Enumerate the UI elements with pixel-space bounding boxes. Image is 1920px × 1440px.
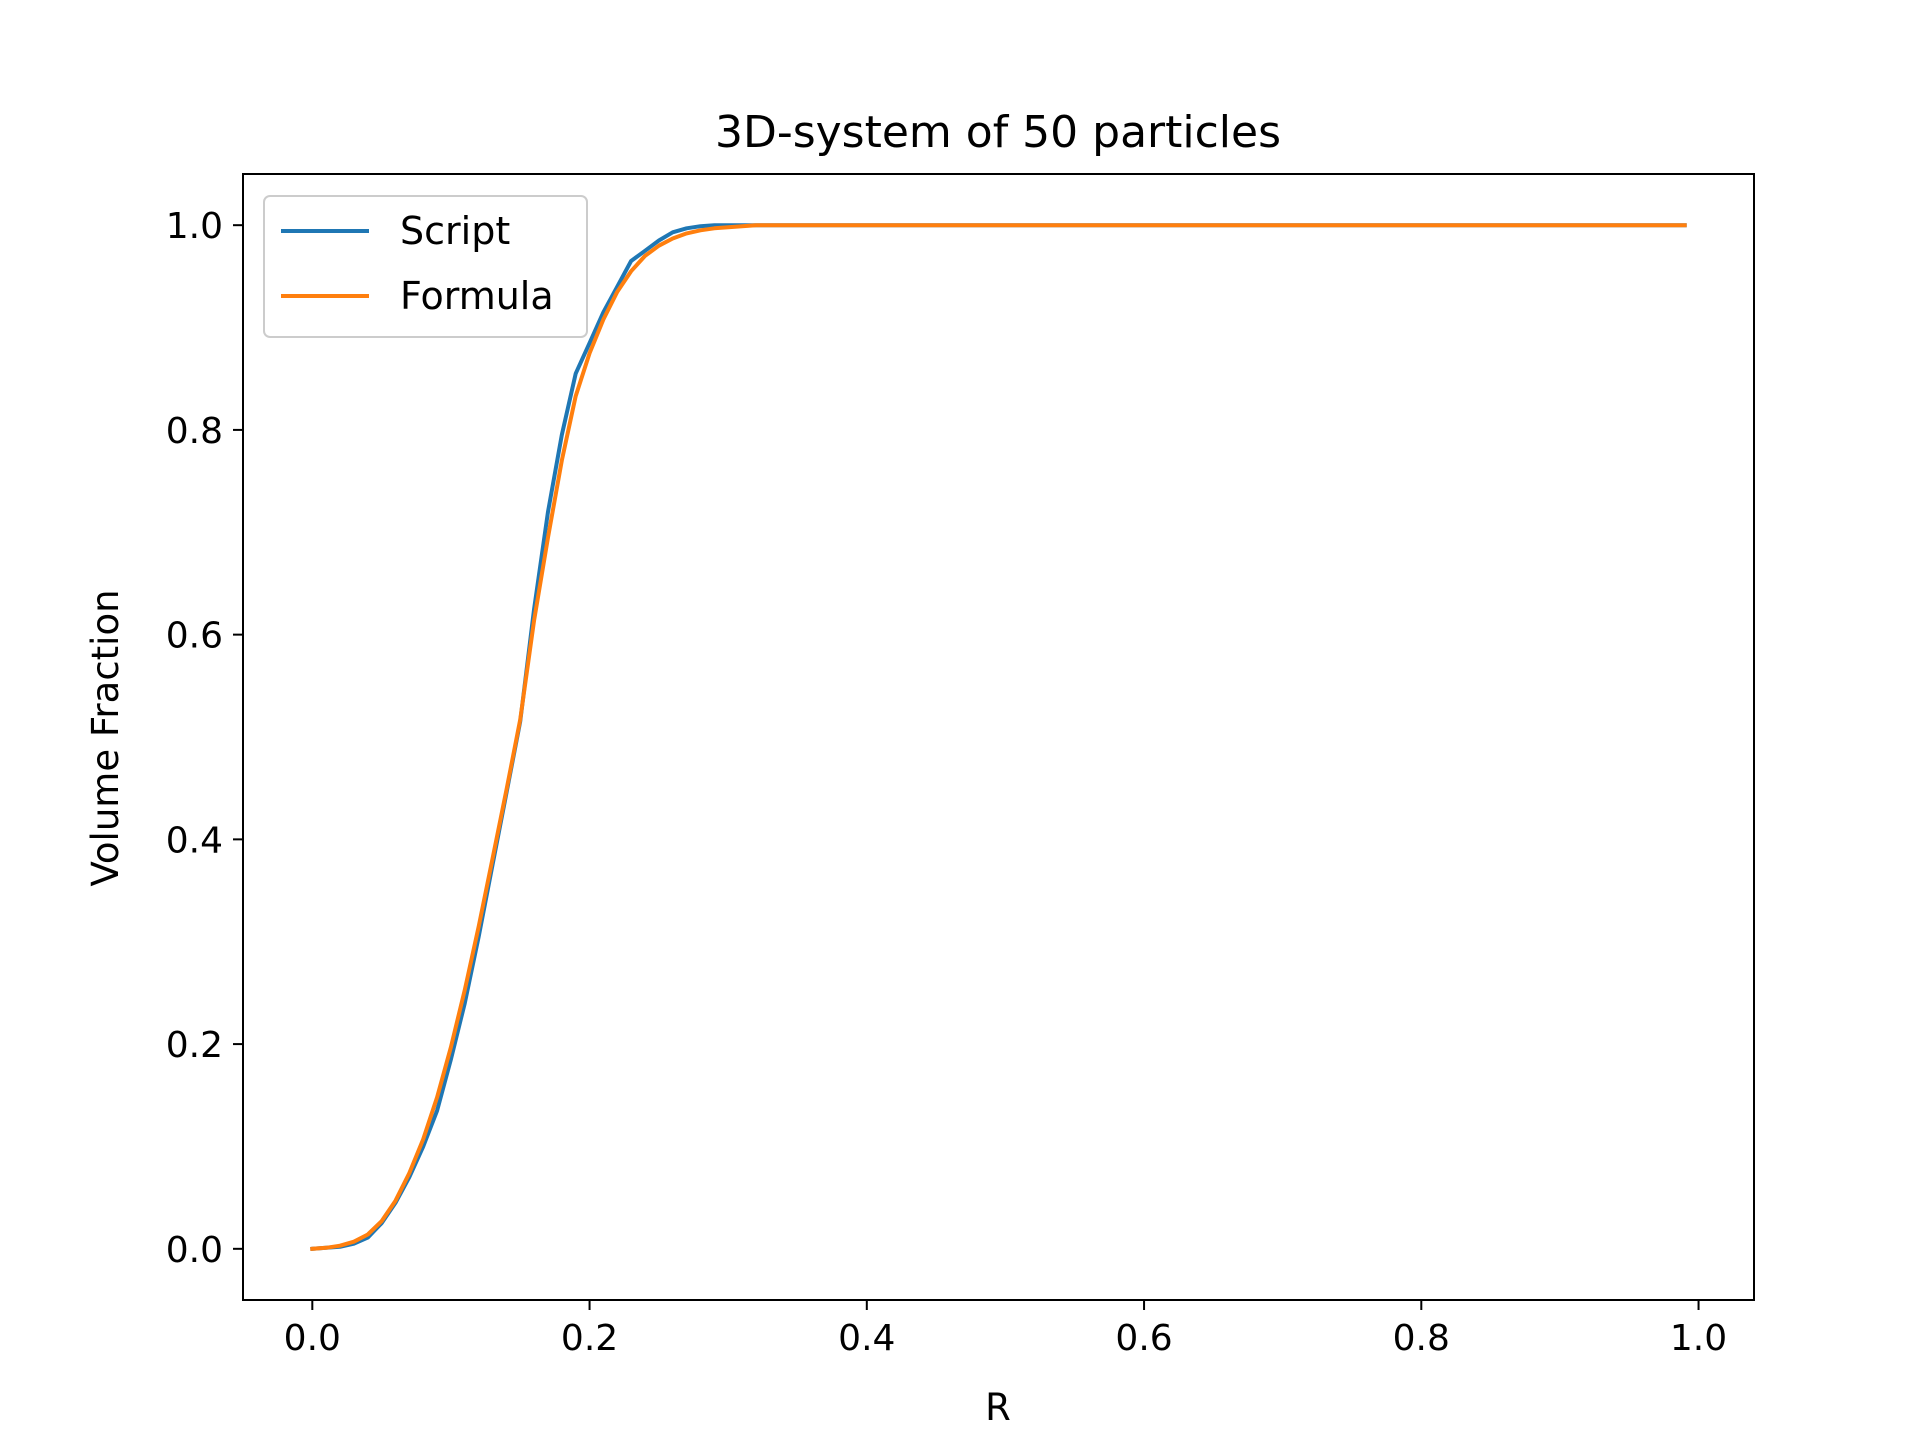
y-axis: 0.0 0.2 0.4 0.6 0.8 1.0: [166, 206, 243, 1271]
chart-title: 3D-system of 50 particles: [715, 107, 1281, 158]
legend: Script Formula: [263, 195, 588, 338]
y-tick-label: 0.6: [166, 616, 223, 657]
y-tick-label: 0.8: [166, 411, 223, 452]
x-tick-label: 0.8: [1393, 1318, 1450, 1359]
y-axis-label: Volume Fraction: [84, 589, 127, 886]
x-tick-label: 0.2: [561, 1318, 618, 1359]
x-tick-label: 0.4: [838, 1318, 895, 1359]
plot-frame: [242, 173, 1755, 1301]
x-tick-label: 1.0: [1670, 1318, 1727, 1359]
y-tick-label: 1.0: [166, 206, 223, 247]
x-axis: 0.0 0.2 0.4 0.6 0.8 1.0: [284, 1300, 1727, 1359]
series-line-formula: [310, 223, 1687, 1251]
plot-area: [310, 223, 1687, 1251]
x-axis-label: R: [985, 1386, 1011, 1429]
y-tick-label: 0.0: [166, 1230, 223, 1271]
legend-label-formula: Formula: [400, 274, 554, 318]
x-tick-label: 0.6: [1115, 1318, 1172, 1359]
y-tick-label: 0.4: [166, 820, 223, 861]
y-tick-label: 0.2: [166, 1025, 223, 1066]
legend-label-script: Script: [400, 209, 510, 253]
x-tick-label: 0.0: [284, 1318, 341, 1359]
